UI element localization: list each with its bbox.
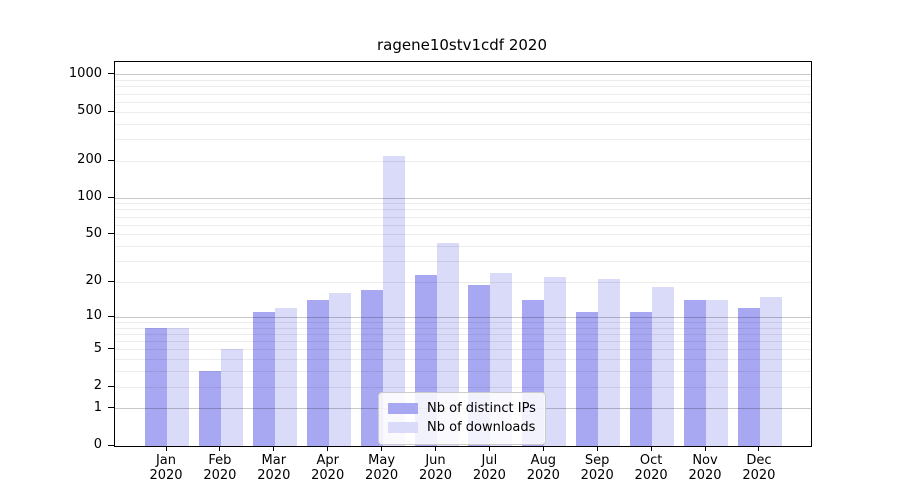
legend: Nb of distinct IPs Nb of downloads bbox=[378, 392, 546, 445]
y-tick-mark bbox=[108, 233, 114, 235]
x-tick-mark bbox=[704, 447, 706, 451]
y-tick-label: 0 bbox=[93, 437, 102, 452]
bar-distinct-ips-nov bbox=[684, 300, 706, 446]
legend-label: Nb of downloads bbox=[427, 420, 536, 435]
bar-downloads-oct bbox=[652, 287, 675, 446]
x-tick-mark bbox=[542, 447, 544, 451]
legend-swatch bbox=[388, 403, 418, 414]
y-tick-label: 1000 bbox=[68, 65, 102, 81]
y-tick-label: 5 bbox=[93, 340, 102, 356]
y-tick-mark bbox=[108, 110, 114, 112]
bar-distinct-ips-dec bbox=[737, 307, 760, 446]
x-tick-label: Sep 2020 bbox=[580, 453, 614, 483]
y-tick-mark bbox=[108, 407, 114, 409]
x-tick-mark bbox=[596, 447, 598, 451]
bar-downloads-may bbox=[382, 156, 405, 446]
bar-downloads-aug bbox=[544, 277, 567, 446]
chart-title: ragene10stv1cdf 2020 bbox=[376, 36, 548, 54]
x-tick-label: Dec 2020 bbox=[742, 453, 776, 483]
x-tick-label: Feb 2020 bbox=[203, 453, 237, 483]
x-tick-label: Jan 2020 bbox=[149, 453, 183, 483]
x-tick-label: Mar 2020 bbox=[257, 453, 291, 483]
bar-downloads-feb bbox=[220, 349, 243, 446]
legend-swatch bbox=[388, 422, 418, 433]
bar-downloads-mar bbox=[274, 307, 297, 446]
bar-downloads-apr bbox=[328, 293, 351, 446]
x-tick-mark bbox=[273, 447, 275, 451]
bar-distinct-ips-apr bbox=[306, 300, 329, 446]
plot-area: Nb of distinct IPs Nb of downloads bbox=[114, 61, 812, 447]
y-tick-mark bbox=[108, 385, 114, 387]
x-tick-label: Nov 2020 bbox=[688, 453, 722, 483]
bar-downloads-jan bbox=[167, 327, 189, 446]
y-tick-label: 2 bbox=[93, 378, 102, 393]
x-tick-label: Oct 2020 bbox=[634, 453, 668, 483]
legend-item: Nb of distinct IPs bbox=[388, 400, 536, 417]
y-tick-label: 100 bbox=[77, 189, 102, 205]
bar-distinct-ips-may bbox=[360, 290, 383, 446]
bar-distinct-ips-mar bbox=[252, 312, 275, 446]
y-tick-mark bbox=[108, 196, 114, 198]
y-tick-mark bbox=[108, 159, 114, 161]
y-tick-label: 10 bbox=[85, 308, 102, 324]
x-tick-mark bbox=[758, 447, 760, 451]
x-tick-label: May 2020 bbox=[365, 453, 399, 483]
bar-downloads-nov bbox=[706, 300, 728, 446]
x-tick-label: Apr 2020 bbox=[311, 453, 345, 483]
y-tick-label: 20 bbox=[85, 273, 102, 289]
y-tick-mark bbox=[108, 73, 114, 75]
x-tick-mark bbox=[381, 447, 383, 451]
y-tick-label: 500 bbox=[77, 103, 102, 118]
x-tick-mark bbox=[165, 447, 167, 451]
bar-downloads-sep bbox=[598, 279, 621, 446]
legend-item: Nb of downloads bbox=[388, 419, 536, 436]
y-tick-mark bbox=[108, 280, 114, 282]
y-tick-mark bbox=[108, 348, 114, 350]
bar-downloads-dec bbox=[759, 296, 782, 446]
y-tick-label: 50 bbox=[85, 225, 102, 241]
legend-label: Nb of distinct IPs bbox=[427, 401, 536, 416]
x-tick-label: Jun 2020 bbox=[418, 453, 453, 483]
x-tick-label: Jul 2020 bbox=[472, 453, 506, 483]
bar-distinct-ips-feb bbox=[198, 371, 221, 446]
bar-distinct-ips-sep bbox=[576, 312, 599, 446]
x-tick-mark bbox=[650, 447, 652, 451]
y-tick-label: 1 bbox=[93, 399, 102, 415]
x-tick-mark bbox=[435, 447, 436, 451]
y-tick-label: 200 bbox=[77, 152, 102, 168]
bars-layer bbox=[115, 62, 811, 446]
x-tick-mark bbox=[488, 447, 490, 451]
x-tick-label: Aug 2020 bbox=[526, 453, 560, 483]
y-tick-mark bbox=[108, 444, 114, 446]
bar-distinct-ips-oct bbox=[630, 312, 653, 446]
bar-distinct-ips-jan bbox=[145, 327, 167, 446]
y-tick-mark bbox=[108, 315, 114, 317]
x-tick-mark bbox=[219, 447, 221, 451]
x-tick-mark bbox=[327, 447, 329, 451]
